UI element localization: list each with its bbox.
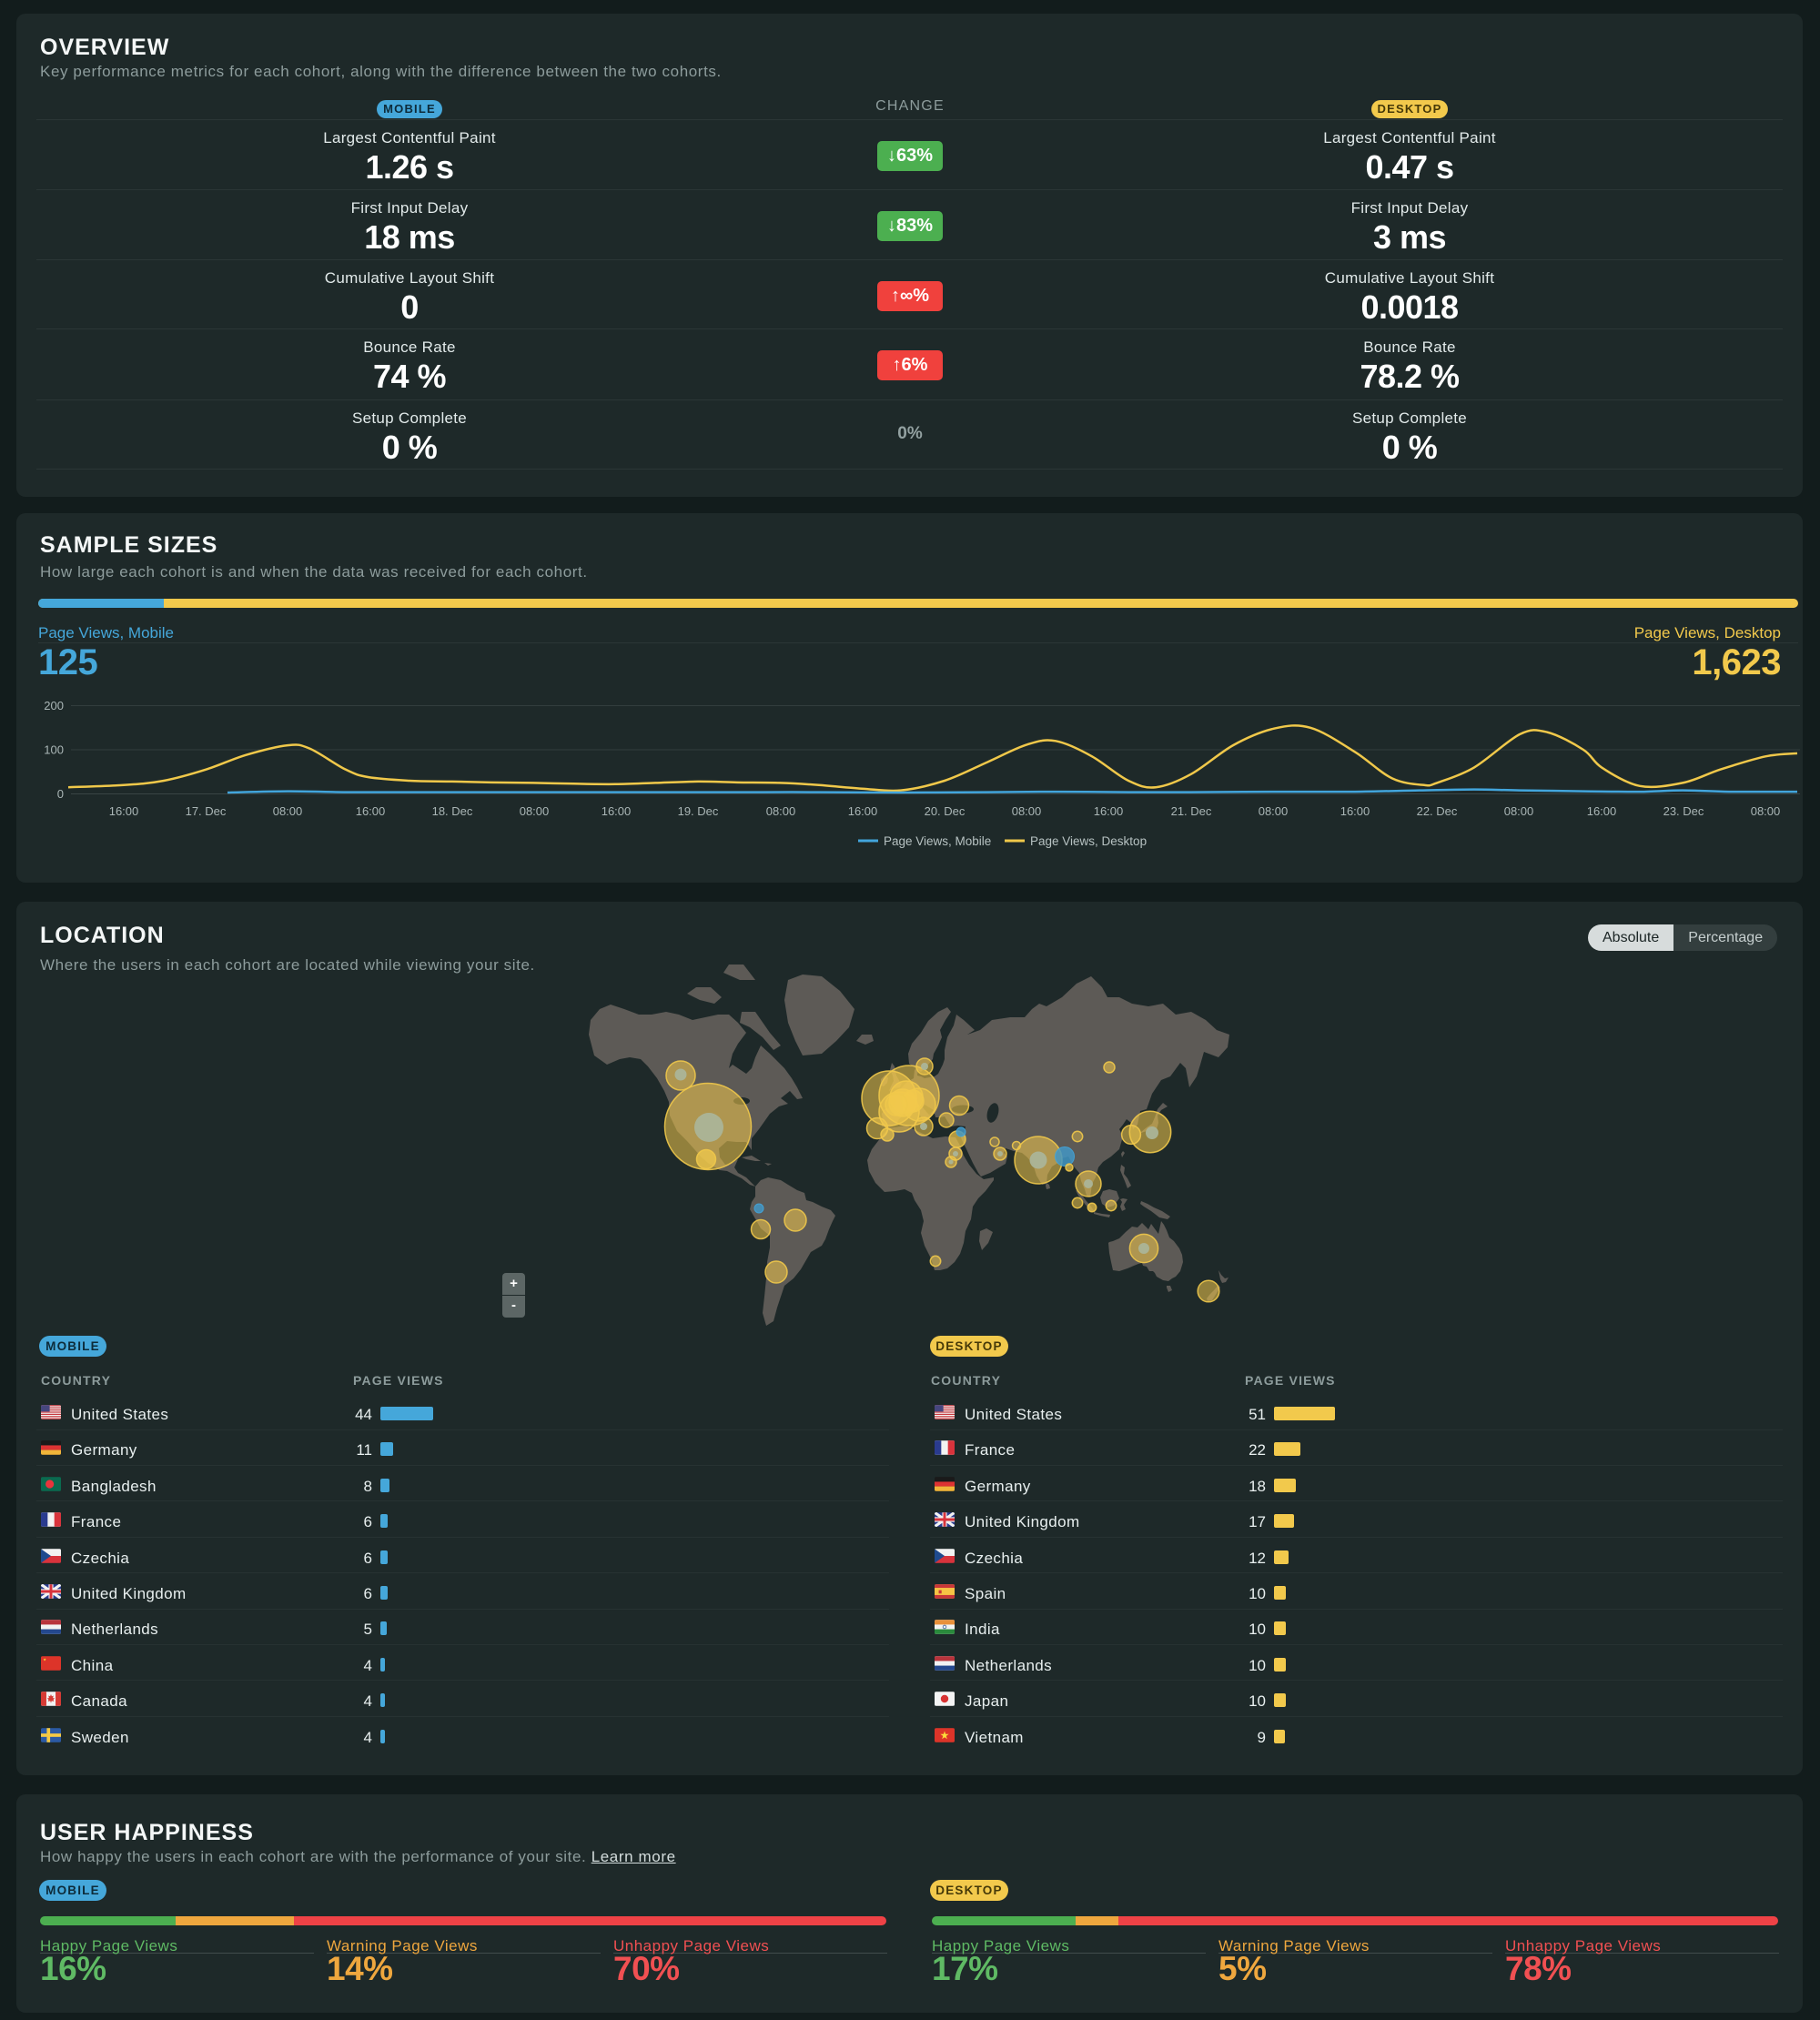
svg-text:16:00: 16:00	[1340, 804, 1370, 818]
svg-text:16:00: 16:00	[1587, 804, 1617, 818]
svg-text:08:00: 08:00	[520, 804, 550, 818]
svg-text:21. Dec: 21. Dec	[1171, 804, 1212, 818]
svg-text:08:00: 08:00	[766, 804, 796, 818]
svg-text:08:00: 08:00	[1504, 804, 1534, 818]
svg-text:Page Views, Mobile: Page Views, Mobile	[884, 834, 991, 848]
svg-text:16:00: 16:00	[356, 804, 386, 818]
svg-text:08:00: 08:00	[1751, 804, 1781, 818]
svg-text:16:00: 16:00	[109, 804, 139, 818]
svg-text:08:00: 08:00	[1259, 804, 1289, 818]
svg-text:100: 100	[44, 743, 64, 757]
svg-text:Page Views, Desktop: Page Views, Desktop	[1030, 834, 1147, 848]
svg-text:08:00: 08:00	[1012, 804, 1042, 818]
svg-text:200: 200	[44, 699, 64, 712]
svg-text:23. Dec: 23. Dec	[1663, 804, 1704, 818]
svg-text:20. Dec: 20. Dec	[925, 804, 966, 818]
svg-text:16:00: 16:00	[848, 804, 878, 818]
svg-text:16:00: 16:00	[1094, 804, 1124, 818]
svg-text:22. Dec: 22. Dec	[1417, 804, 1458, 818]
svg-text:19. Dec: 19. Dec	[678, 804, 719, 818]
svg-text:0: 0	[57, 787, 64, 801]
svg-text:17. Dec: 17. Dec	[186, 804, 227, 818]
svg-text:16:00: 16:00	[602, 804, 632, 818]
svg-text:18. Dec: 18. Dec	[432, 804, 473, 818]
svg-text:08:00: 08:00	[273, 804, 303, 818]
